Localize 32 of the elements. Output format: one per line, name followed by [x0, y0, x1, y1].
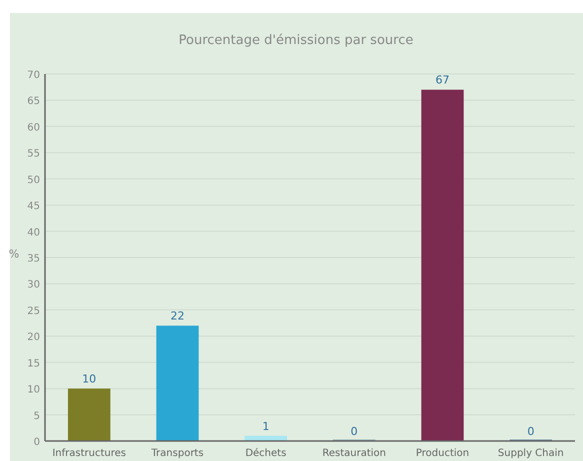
y-tick-label: 70 — [27, 70, 40, 81]
x-tick-label: Transports — [150, 448, 204, 459]
x-tick-label: Infrastructures — [52, 448, 126, 459]
data-label: 10 — [82, 372, 96, 386]
y-tick-label: 65 — [27, 96, 40, 108]
chart-title: Pourcentage d'émissions par source — [178, 33, 414, 48]
y-tick-label: 10 — [27, 384, 40, 396]
x-tick-label: Production — [416, 448, 470, 459]
y-tick-label: 15 — [27, 358, 40, 370]
x-tick-label: Restauration — [322, 448, 386, 459]
y-axis-title: % — [8, 248, 20, 260]
y-tick-label: 35 — [27, 254, 40, 264]
y-tick-label: 5 — [34, 410, 40, 422]
data-label: 67 — [436, 74, 450, 87]
bar — [68, 388, 110, 441]
data-label: 0 — [527, 425, 534, 438]
data-label: 0 — [350, 425, 358, 438]
y-tick-label: 30 — [27, 280, 40, 291]
x-tick-label: Déchets — [245, 448, 286, 459]
y-tick-label: 20 — [27, 332, 40, 344]
y-tick-label: 55 — [27, 148, 40, 160]
y-tick-label: 25 — [27, 306, 40, 317]
y-tick-label: 50 — [27, 174, 40, 186]
y-tick-label: 40 — [27, 227, 40, 238]
data-label: 1 — [262, 420, 270, 433]
y-tick-label: 45 — [27, 201, 40, 212]
bar — [421, 90, 464, 441]
x-tick-label: Supply Chain — [498, 448, 564, 459]
data-label: 22 — [170, 310, 184, 323]
y-tick-label: 60 — [27, 122, 40, 134]
y-tick-label: 0 — [34, 437, 40, 448]
bar — [156, 326, 199, 441]
